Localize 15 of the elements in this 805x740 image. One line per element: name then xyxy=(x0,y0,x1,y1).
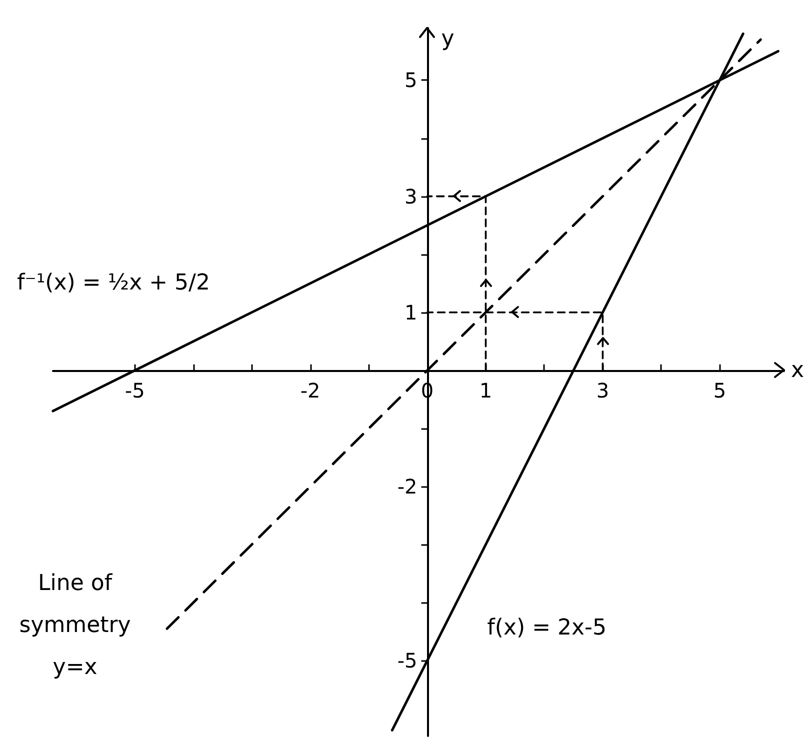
y-tick-label: -2 xyxy=(397,474,418,498)
series-label: Line of symmetry y=x xyxy=(19,571,131,680)
x-tick-label: 1 xyxy=(479,378,492,402)
y-tick-label: 5 xyxy=(404,68,418,92)
x-tick-label: -5 xyxy=(124,378,145,402)
y-tick-label: 3 xyxy=(404,184,418,208)
x-tick-label: 3 xyxy=(596,378,610,402)
y-axis-title: y xyxy=(441,26,454,52)
y-tick-label: 1 xyxy=(404,300,418,324)
series-label: f⁻¹(x) = ½x + 5/2 xyxy=(17,270,210,296)
x-tick-label: 5 xyxy=(713,378,726,402)
series-label: f(x) = 2x-5 xyxy=(487,616,606,641)
x-axis-title: x xyxy=(791,358,804,383)
x-tick-label: -2 xyxy=(300,378,320,402)
y-tick-label: -5 xyxy=(397,648,418,673)
